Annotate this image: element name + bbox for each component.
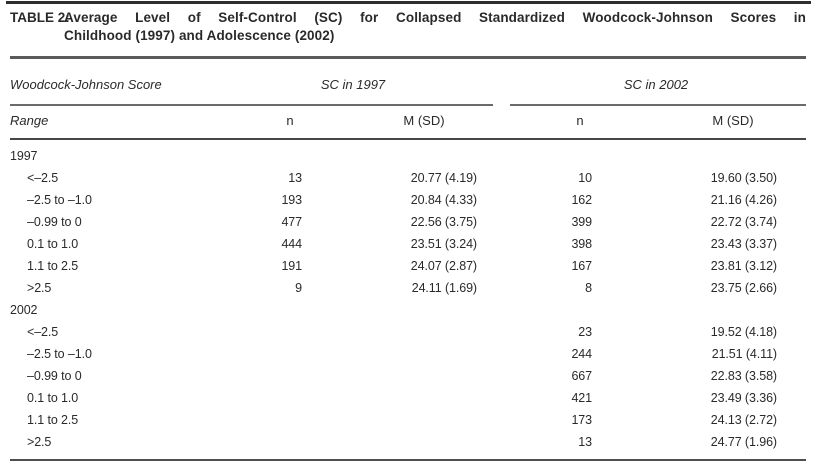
table-row: 1.1 to 2.5 173 24.13 (2.72) [0, 409, 817, 431]
msd-1997-cell: 24.07 (2.87) [410, 259, 477, 273]
n-2002-cell: 421 [571, 391, 592, 405]
section-row-1997: 1997 [0, 145, 817, 167]
table-title: Average Level of Self-Control (SC) for C… [64, 9, 806, 45]
range-cell: 0.1 to 1.0 [27, 391, 79, 405]
msd-2002-cell: 23.43 (3.37) [710, 237, 777, 251]
msd-2002-cell: 24.13 (2.72) [710, 413, 777, 427]
table-row: 0.1 to 1.0 421 23.49 (3.36) [0, 387, 817, 409]
range-cell: <–2.5 [27, 325, 59, 339]
section-label: 2002 [10, 303, 38, 317]
range-cell: <–2.5 [27, 171, 59, 185]
range-cell: –2.5 to –1.0 [27, 193, 92, 207]
table-row: –2.5 to –1.0 244 21.51 (4.11) [0, 343, 817, 365]
n-1997-cell: 13 [288, 171, 302, 185]
msd-2002-cell: 21.51 (4.11) [711, 347, 777, 361]
table-row: >2.5 9 24.11 (1.69) 8 23.75 (2.66) [0, 277, 817, 299]
spanner-sc-1997: SC in 1997 [320, 77, 386, 92]
msd-2002-cell: 23.75 (2.66) [710, 281, 777, 295]
table-row: –0.99 to 0 667 22.83 (3.58) [0, 365, 817, 387]
table-number-label: TABLE 2: [10, 10, 70, 25]
n-2002-cell: 667 [571, 369, 592, 383]
msd-1997-cell: 20.84 (4.33) [410, 193, 477, 207]
msd-2002-cell: 22.72 (3.74) [710, 215, 777, 229]
n-1997-cell: 444 [281, 237, 302, 251]
spanner-rule-1997 [10, 104, 493, 106]
table-row: <–2.5 23 19.52 (4.18) [0, 321, 817, 343]
table-title-line2: Childhood (1997) and Adolescence (2002) [64, 28, 335, 43]
n-2002-cell: 398 [571, 237, 592, 251]
section-label: 1997 [10, 149, 38, 163]
table-caption: TABLE 2: Average Level of Self-Control (… [10, 9, 806, 45]
range-cell: –0.99 to 0 [27, 369, 82, 383]
msd-2002-cell: 22.83 (3.58) [710, 369, 777, 383]
table-row: >2.5 13 24.77 (1.96) [0, 431, 817, 453]
msd-2002-cell: 19.60 (3.50) [710, 171, 777, 185]
range-cell: 0.1 to 1.0 [27, 237, 79, 251]
range-header: Range [10, 113, 49, 128]
table-title-line1: Average Level of Self-Control (SC) for C… [64, 10, 806, 25]
range-cell: 1.1 to 2.5 [27, 413, 79, 427]
msd-2002-cell: 23.49 (3.36) [710, 391, 777, 405]
msd-2002-header: M (SD) [712, 113, 754, 128]
msd-1997-header: M (SD) [403, 113, 445, 128]
header-divider-rule [10, 138, 806, 141]
n-1997-cell: 477 [281, 215, 302, 229]
n-1997-cell: 193 [281, 193, 302, 207]
msd-2002-cell: 24.77 (1.96) [710, 435, 777, 449]
stub-header: Woodcock-Johnson Score [10, 77, 162, 92]
n-1997-cell: 191 [281, 259, 302, 273]
table-row: –2.5 to –1.0 193 20.84 (4.33) 162 21.16 … [0, 189, 817, 211]
range-cell: >2.5 [27, 281, 52, 295]
n-2002-cell: 10 [578, 171, 592, 185]
range-cell: >2.5 [27, 435, 52, 449]
n-2002-cell: 399 [571, 215, 592, 229]
msd-1997-cell: 20.77 (4.19) [410, 171, 477, 185]
section-row-2002: 2002 [0, 299, 817, 321]
n-2002-header: n [576, 113, 584, 128]
table-body: 1997 <–2.5 13 20.77 (4.19) 10 19.60 (3.5… [0, 145, 817, 453]
table-row: 0.1 to 1.0 444 23.51 (3.24) 398 23.43 (3… [0, 233, 817, 255]
table-bottom-rule [10, 459, 806, 462]
n-2002-cell: 23 [578, 325, 592, 339]
n-2002-cell: 162 [571, 193, 592, 207]
table-row: 1.1 to 2.5 191 24.07 (2.87) 167 23.81 (3… [0, 255, 817, 277]
msd-1997-cell: 23.51 (3.24) [410, 237, 477, 251]
table-top-rule [6, 1, 811, 4]
range-cell: 1.1 to 2.5 [27, 259, 79, 273]
n-2002-cell: 173 [571, 413, 592, 427]
msd-2002-cell: 19.52 (4.18) [710, 325, 777, 339]
range-cell: –2.5 to –1.0 [27, 347, 92, 361]
table-row: <–2.5 13 20.77 (4.19) 10 19.60 (3.50) [0, 167, 817, 189]
n-2002-cell: 13 [578, 435, 592, 449]
spanner-sc-2002: SC in 2002 [623, 77, 689, 92]
msd-2002-cell: 23.81 (3.12) [710, 259, 777, 273]
msd-1997-cell: 24.11 (1.69) [411, 281, 477, 295]
n-2002-cell: 167 [571, 259, 592, 273]
n-2002-cell: 8 [585, 281, 592, 295]
spanner-rule-2002 [510, 104, 806, 106]
caption-divider-rule [10, 56, 806, 59]
range-cell: –0.99 to 0 [27, 215, 82, 229]
n-1997-cell: 9 [295, 281, 302, 295]
n-1997-header: n [286, 113, 294, 128]
msd-1997-cell: 22.56 (3.75) [410, 215, 477, 229]
msd-2002-cell: 21.16 (4.26) [710, 193, 777, 207]
table-row: –0.99 to 0 477 22.56 (3.75) 399 22.72 (3… [0, 211, 817, 233]
n-2002-cell: 244 [571, 347, 592, 361]
